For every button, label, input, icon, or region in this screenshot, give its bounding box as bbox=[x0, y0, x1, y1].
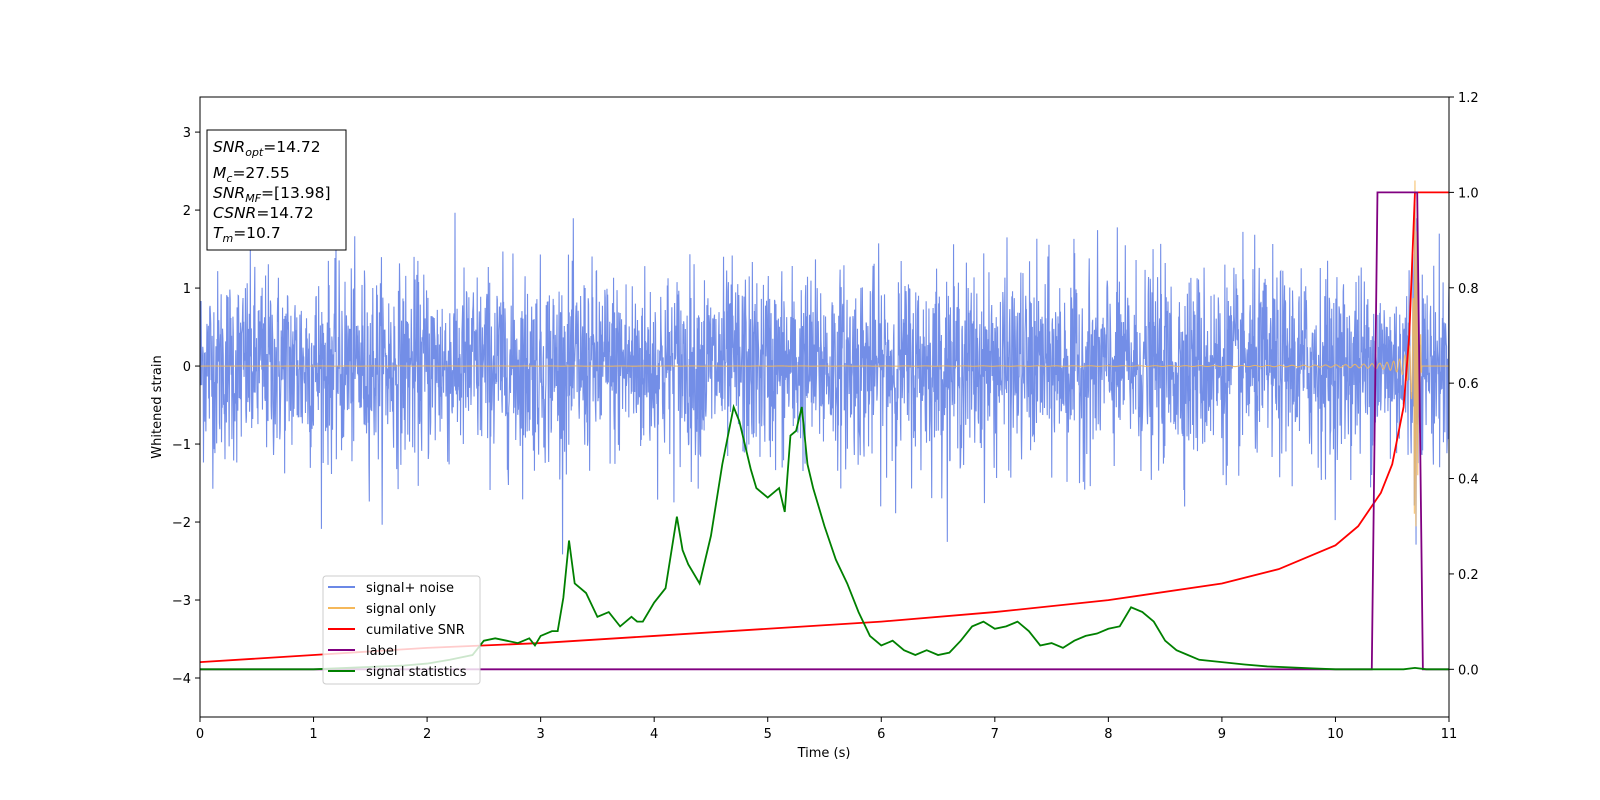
x-axis-ticks: 0 1 2 3 4 5 6 7 8 9 10 11 bbox=[196, 717, 1457, 742]
annotation-merger-time: Tm=10.7 bbox=[213, 224, 281, 245]
legend-label-label: label bbox=[366, 644, 397, 659]
x-axis-label: Time (s) bbox=[797, 746, 851, 761]
y-right-tick-label: 0.6 bbox=[1458, 377, 1479, 392]
y-left-tick-label: −4 bbox=[172, 672, 191, 687]
y-left-axis-ticks: 3 2 1 0 −1 −2 −3 −4 bbox=[172, 126, 200, 687]
annotation-chirp-mass: Mc=27.55 bbox=[213, 164, 290, 185]
legend-label-cumilative-snr: cumilative SNR bbox=[366, 623, 465, 638]
y-left-tick-label: −2 bbox=[172, 516, 191, 531]
legend-label-signal-only: signal only bbox=[366, 602, 436, 617]
annotation-frame bbox=[206, 129, 347, 251]
x-tick-label: 1 bbox=[309, 727, 317, 742]
y-right-tick-label: 0.2 bbox=[1458, 568, 1479, 583]
y-left-tick-label: 0 bbox=[183, 360, 191, 375]
legend: signal+ noise signal only cumilative SNR… bbox=[322, 575, 481, 685]
y-left-tick-label: −1 bbox=[172, 438, 191, 453]
x-tick-label: 8 bbox=[1104, 727, 1112, 742]
x-tick-label: 11 bbox=[1441, 727, 1458, 742]
legend-label-signal-plus-noise: signal+ noise bbox=[366, 581, 454, 596]
series-signal-only-line bbox=[200, 180, 1449, 527]
y-right-tick-label: 0.0 bbox=[1458, 663, 1479, 678]
annotation-csnr: CSNR=14.72 bbox=[213, 204, 314, 222]
legend-label-signal-statistics: signal statistics bbox=[366, 665, 467, 680]
annotation-snr-opt: SNRopt=14.72 bbox=[213, 138, 321, 159]
x-tick-label: 9 bbox=[1218, 727, 1226, 742]
y-right-tick-label: 1.2 bbox=[1458, 91, 1479, 106]
x-tick-label: 0 bbox=[196, 727, 204, 742]
x-tick-label: 2 bbox=[423, 727, 431, 742]
y-right-tick-label: 0.4 bbox=[1458, 473, 1479, 488]
legend-frame bbox=[322, 575, 481, 685]
x-tick-label: 7 bbox=[991, 727, 999, 742]
annotation-snr-mf: SNRMF=[13.98] bbox=[213, 184, 331, 205]
series-signal-plus-noise-line bbox=[200, 203, 1449, 555]
y-right-tick-label: 1.0 bbox=[1458, 186, 1479, 201]
x-tick-label: 10 bbox=[1327, 727, 1344, 742]
axes-frame bbox=[199, 96, 1450, 718]
x-tick-label: 6 bbox=[877, 727, 885, 742]
y-left-tick-label: 1 bbox=[183, 282, 191, 297]
series-cumilative-snr-line bbox=[200, 191, 1449, 664]
y-left-tick-label: 3 bbox=[183, 126, 191, 141]
annotation-box: SNRopt=14.72 Mc=27.55 SNRMF=[13.98] CSNR… bbox=[206, 129, 347, 251]
x-tick-label: 5 bbox=[764, 727, 772, 742]
x-tick-label: 4 bbox=[650, 727, 658, 742]
series-signal-statistics-line bbox=[200, 403, 1449, 671]
y-left-tick-label: −3 bbox=[172, 594, 191, 609]
x-tick-label: 3 bbox=[536, 727, 544, 742]
y-right-tick-label: 0.8 bbox=[1458, 282, 1479, 297]
y-axis-label: Whitened strain bbox=[150, 355, 165, 458]
y-left-tick-label: 2 bbox=[183, 204, 191, 219]
y-right-axis-ticks: 1.2 1.0 0.8 0.6 0.4 0.2 0.0 bbox=[1449, 91, 1479, 678]
plot-area bbox=[200, 180, 1449, 671]
